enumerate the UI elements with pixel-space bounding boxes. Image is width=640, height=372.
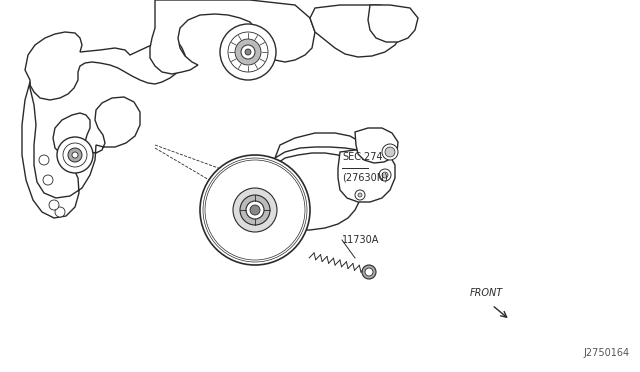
Circle shape — [68, 148, 82, 162]
Circle shape — [365, 268, 373, 276]
Polygon shape — [25, 32, 185, 100]
Circle shape — [203, 158, 307, 262]
Circle shape — [220, 175, 290, 245]
Circle shape — [235, 39, 261, 65]
Circle shape — [49, 200, 59, 210]
Text: 11730A: 11730A — [342, 235, 380, 245]
Circle shape — [358, 193, 362, 197]
Circle shape — [39, 155, 49, 165]
Polygon shape — [275, 133, 370, 158]
Circle shape — [200, 155, 310, 265]
Circle shape — [212, 167, 298, 253]
Circle shape — [382, 172, 388, 178]
Circle shape — [228, 32, 268, 72]
Circle shape — [207, 162, 303, 258]
Circle shape — [63, 143, 87, 167]
Circle shape — [55, 207, 65, 217]
Circle shape — [245, 49, 251, 55]
Polygon shape — [338, 148, 395, 202]
Text: J2750164: J2750164 — [584, 348, 630, 358]
Circle shape — [224, 179, 286, 241]
Circle shape — [228, 183, 282, 237]
Text: FRONT: FRONT — [470, 288, 503, 298]
Circle shape — [72, 152, 78, 158]
Circle shape — [205, 160, 305, 260]
Circle shape — [362, 265, 376, 279]
Polygon shape — [355, 128, 398, 163]
Circle shape — [250, 205, 260, 215]
Circle shape — [240, 195, 270, 225]
Polygon shape — [262, 153, 362, 230]
Circle shape — [43, 175, 53, 185]
Text: SEC.274: SEC.274 — [342, 152, 383, 162]
Polygon shape — [150, 0, 315, 74]
Circle shape — [355, 190, 365, 200]
Circle shape — [385, 147, 395, 157]
Polygon shape — [368, 5, 418, 42]
Circle shape — [57, 137, 93, 173]
Text: (27630N): (27630N) — [342, 172, 388, 182]
Polygon shape — [310, 5, 405, 57]
Circle shape — [220, 24, 276, 80]
Circle shape — [216, 171, 294, 249]
Circle shape — [382, 144, 398, 160]
Circle shape — [246, 201, 264, 219]
Circle shape — [379, 169, 391, 181]
Circle shape — [233, 188, 277, 232]
Polygon shape — [22, 82, 140, 218]
Circle shape — [241, 45, 255, 59]
